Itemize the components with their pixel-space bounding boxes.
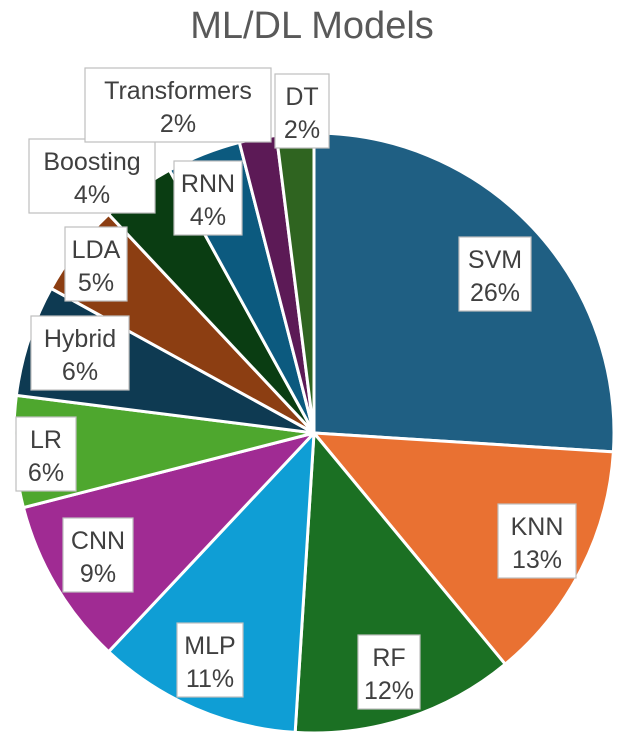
slice-percent-label: 2% (284, 116, 320, 144)
pie-slices (12, 131, 616, 735)
pie-labels: SVM 26% KNN 13% RF 12% MLP 11% CNN 9% LR 6% Hybrid 6%… (15, 67, 577, 710)
slice-percent-label: 11% (186, 665, 234, 693)
data-label-transformers: Transformers 2% (84, 67, 272, 143)
pie-slice-mlp (107, 431, 316, 734)
label-box (30, 315, 130, 391)
data-label-rf: RF 12% (357, 634, 421, 710)
slice-percent-label: 4% (74, 181, 110, 209)
data-label-dt: DT 2% (274, 73, 330, 149)
label-box (173, 160, 243, 236)
label-box (15, 416, 77, 492)
slice-category-label: LDA (72, 236, 121, 264)
slice-category-label: DT (285, 83, 318, 111)
slice-percent-label: 26% (470, 279, 520, 307)
slice-category-label: Hybrid (44, 325, 116, 353)
label-box (84, 67, 272, 143)
slice-category-label: Transformers (104, 77, 252, 105)
label-box (274, 73, 330, 149)
slice-category-label: RNN (181, 170, 235, 198)
slice-percent-label: 2% (160, 110, 196, 138)
slice-percent-label: 5% (78, 269, 114, 297)
slice-category-label: KNN (511, 513, 564, 541)
slice-category-label: CNN (71, 527, 125, 555)
data-label-hybrid: Hybrid 6% (30, 315, 130, 391)
slice-percent-label: 4% (190, 203, 226, 231)
slice-percent-label: 6% (28, 459, 64, 487)
data-label-lda: LDA 5% (64, 226, 128, 302)
slice-percent-label: 13% (512, 546, 562, 574)
label-box (28, 138, 156, 214)
data-label-svm: SVM 26% (458, 236, 532, 312)
data-label-cnn: CNN 9% (62, 517, 134, 593)
label-box (62, 517, 134, 593)
data-label-mlp: MLP 11% (176, 622, 244, 698)
data-label-boosting: Boosting 4% (28, 138, 156, 214)
data-label-knn: KNN 13% (497, 503, 577, 579)
slice-percent-label: 12% (364, 677, 414, 705)
slice-category-label: Boosting (43, 148, 140, 176)
label-box (64, 226, 128, 302)
label-box (497, 503, 577, 579)
pie-slice-cnn (21, 431, 316, 654)
slice-category-label: LR (30, 426, 62, 454)
data-label-lr: LR 6% (15, 416, 77, 492)
slice-category-label: MLP (184, 632, 235, 660)
pie-slice-rf (293, 431, 507, 735)
slice-percent-label: 9% (80, 560, 116, 588)
label-box (176, 622, 244, 698)
slice-category-label: SVM (468, 246, 522, 274)
slice-percent-label: 6% (62, 358, 98, 386)
slice-category-label: RF (372, 644, 405, 672)
label-box (357, 634, 421, 710)
chart-title: ML/DL Models (190, 5, 434, 47)
data-label-rnn: RNN 4% (173, 160, 243, 236)
pie-slice-knn (312, 431, 615, 666)
label-box (458, 236, 532, 312)
